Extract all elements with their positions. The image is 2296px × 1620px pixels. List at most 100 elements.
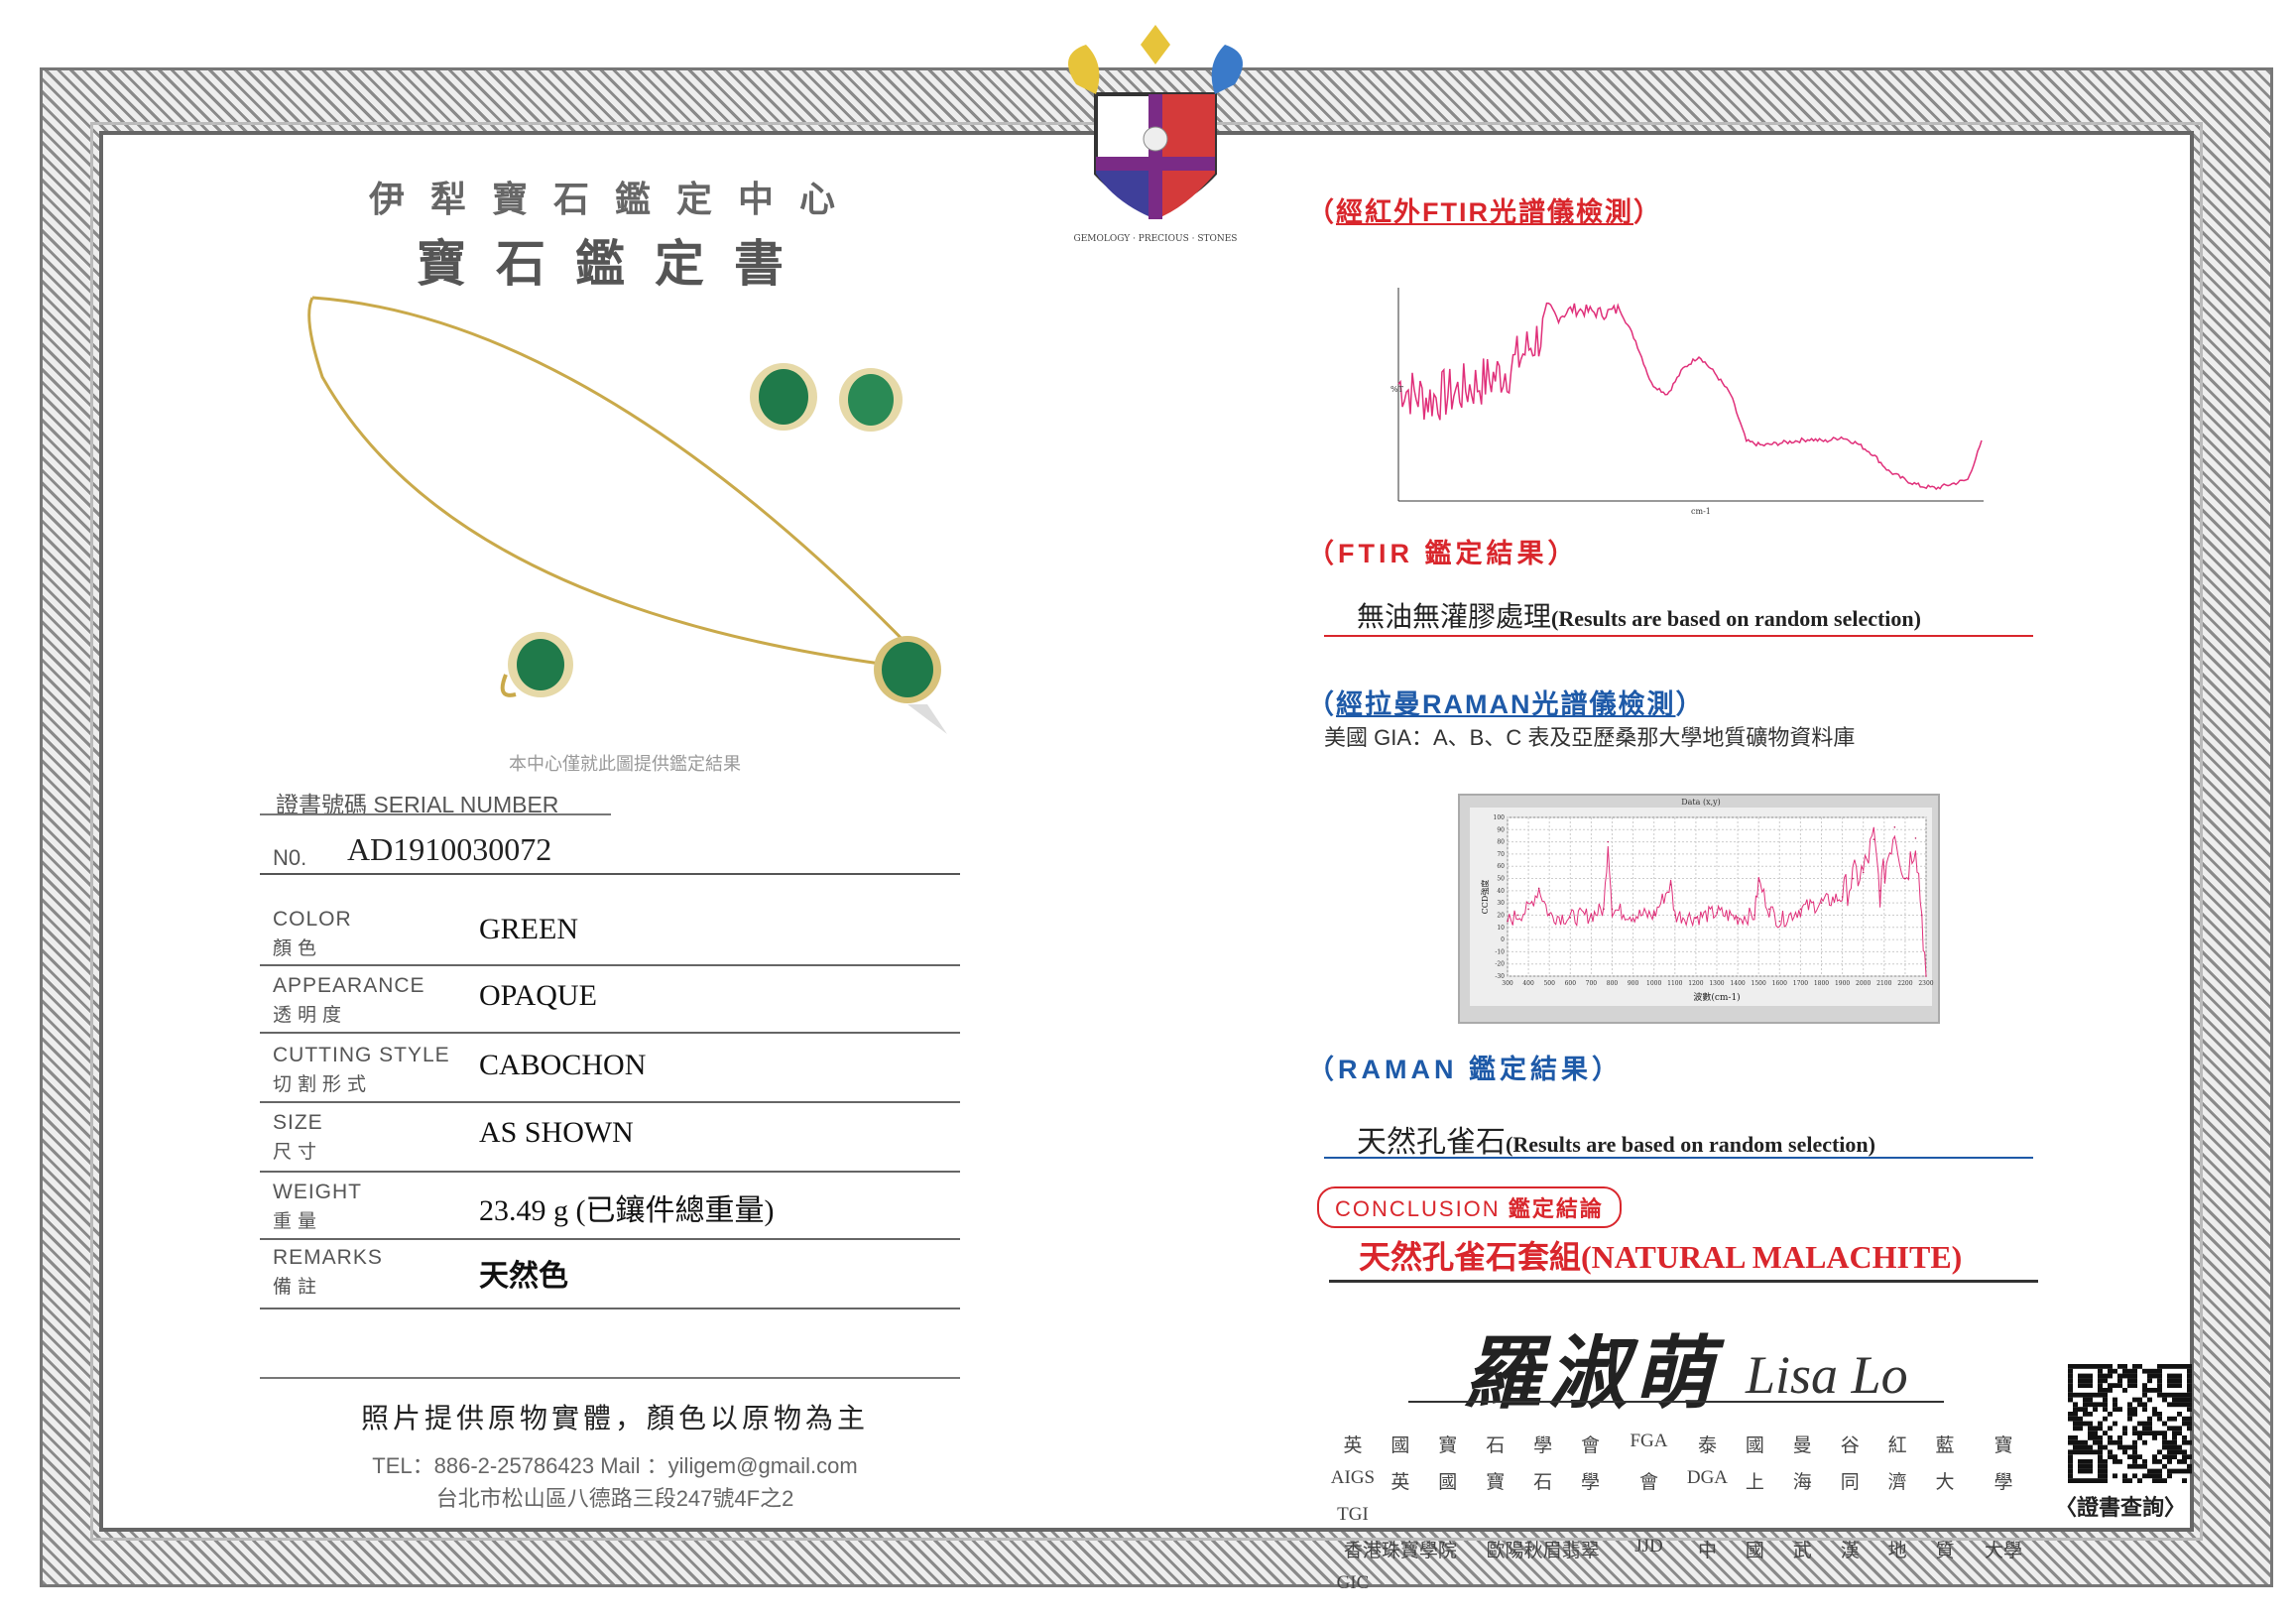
qr-module bbox=[2098, 1439, 2103, 1445]
qr-module bbox=[2187, 1402, 2192, 1408]
divider bbox=[260, 1032, 960, 1034]
qr-module bbox=[2137, 1421, 2142, 1427]
x-tick-label: 1900 bbox=[1835, 980, 1850, 987]
divider bbox=[260, 1308, 960, 1309]
qr-module bbox=[2098, 1426, 2103, 1432]
qr-module bbox=[2098, 1459, 2103, 1464]
qr-module bbox=[2137, 1435, 2142, 1440]
qr-module bbox=[2098, 1368, 2103, 1374]
qr-module bbox=[2157, 1412, 2162, 1417]
x-tick-label: 1800 bbox=[1814, 980, 1829, 987]
institution-cell: 會 bbox=[1638, 1472, 1658, 1493]
institution-cell: 曼 bbox=[1792, 1435, 1812, 1456]
institution-cell: FGA bbox=[1630, 1431, 1668, 1451]
qr-code[interactable] bbox=[2068, 1364, 2192, 1483]
qr-module bbox=[2132, 1378, 2137, 1384]
institution-cell: 英 bbox=[1343, 1435, 1363, 1456]
raman-data-point bbox=[1569, 917, 1572, 919]
qr-module bbox=[2142, 1426, 2147, 1432]
qr-module bbox=[2177, 1468, 2182, 1474]
qr-module bbox=[2147, 1388, 2152, 1393]
qr-module bbox=[2182, 1468, 2187, 1474]
qr-module bbox=[2127, 1412, 2132, 1417]
qr-module bbox=[2103, 1373, 2108, 1379]
qr-module bbox=[2167, 1473, 2172, 1479]
qr-module bbox=[2083, 1397, 2088, 1403]
x-tick-label: 500 bbox=[1543, 980, 1555, 987]
qr-module bbox=[2078, 1383, 2083, 1388]
ftir-spectrum-chart: %T cm-1 bbox=[1390, 288, 1984, 516]
institution-cell: 寶 bbox=[1994, 1435, 2013, 1456]
qr-module bbox=[2117, 1364, 2122, 1369]
qr-module bbox=[2122, 1373, 2127, 1379]
qr-module bbox=[2137, 1402, 2142, 1408]
qr-module bbox=[2093, 1449, 2098, 1455]
raman-data-point bbox=[1820, 902, 1823, 904]
qr-module bbox=[2073, 1416, 2078, 1422]
qr-module bbox=[2108, 1454, 2113, 1459]
qr-module bbox=[2117, 1459, 2122, 1464]
raman-series-line bbox=[1507, 826, 1927, 977]
qr-module bbox=[2172, 1431, 2177, 1435]
qr-caption: 〈證書查詢〉 bbox=[2055, 1495, 2187, 1520]
qr-module bbox=[2177, 1402, 2182, 1408]
qr-module bbox=[2068, 1373, 2073, 1379]
x-tick-label: 2200 bbox=[1897, 980, 1912, 987]
qr-module bbox=[2098, 1435, 2103, 1440]
qr-module bbox=[2113, 1454, 2117, 1459]
qr-module bbox=[2162, 1431, 2167, 1435]
institution-cell: 大學 bbox=[1984, 1541, 2022, 1561]
qr-module bbox=[2142, 1383, 2147, 1388]
property-label-en: APPEARANCE bbox=[273, 974, 425, 997]
y-tick-label: 60 bbox=[1497, 863, 1505, 870]
qr-module bbox=[2068, 1412, 2073, 1417]
qr-module bbox=[2177, 1431, 2182, 1435]
qr-module bbox=[2177, 1426, 2182, 1432]
qr-module bbox=[2108, 1435, 2113, 1440]
crest-logo: GEMOLOGY · PRECIOUS · STONES bbox=[1068, 25, 1243, 244]
qr-module bbox=[2093, 1431, 2098, 1435]
institution-cell: 武 bbox=[1792, 1541, 1812, 1561]
property-label-zh: 透明度 bbox=[273, 1005, 348, 1026]
institution-cell: AIGS bbox=[1330, 1467, 1376, 1488]
qr-module bbox=[2187, 1364, 2192, 1369]
qr-module bbox=[2088, 1468, 2093, 1474]
qr-module bbox=[2152, 1478, 2157, 1483]
qr-module bbox=[2108, 1412, 2113, 1417]
qr-module bbox=[2103, 1431, 2108, 1435]
qr-module bbox=[2162, 1454, 2167, 1459]
qr-module bbox=[2068, 1416, 2073, 1422]
qr-module bbox=[2177, 1444, 2182, 1450]
property-value: CABOCHON bbox=[479, 1049, 647, 1081]
qr-module bbox=[2172, 1373, 2177, 1379]
qr-module bbox=[2083, 1378, 2088, 1384]
qr-module bbox=[2068, 1392, 2073, 1398]
qr-module bbox=[2127, 1373, 2132, 1379]
divider bbox=[260, 1238, 960, 1240]
qr-module bbox=[2157, 1449, 2162, 1455]
y-tick-label: 10 bbox=[1497, 925, 1505, 932]
x-tick-label: 1000 bbox=[1646, 980, 1661, 987]
qr-module bbox=[2098, 1364, 2103, 1369]
raman-subtitle: 美國 GIA：A、B、C 表及亞歷桑那大學地質礦物資料庫 bbox=[1324, 725, 1856, 750]
institution-cell: 上 bbox=[1745, 1472, 1764, 1493]
institution-cell: 學 bbox=[1581, 1472, 1601, 1493]
raman-data-point bbox=[1799, 908, 1802, 911]
qr-module bbox=[2093, 1426, 2098, 1432]
qr-module bbox=[2122, 1473, 2127, 1479]
qr-module bbox=[2127, 1383, 2132, 1388]
raman-result-title: （RAMAN 鑑定結果） bbox=[1307, 1055, 1623, 1084]
property-label-en: REMARKS bbox=[273, 1246, 383, 1269]
qr-module bbox=[2088, 1459, 2093, 1464]
institution-cell: 國 bbox=[1745, 1541, 1764, 1561]
qr-module bbox=[2068, 1449, 2073, 1455]
qr-module bbox=[2068, 1459, 2073, 1464]
qr-module bbox=[2162, 1421, 2167, 1427]
qr-module bbox=[2152, 1431, 2157, 1435]
qr-module bbox=[2113, 1407, 2117, 1412]
qr-module bbox=[2157, 1473, 2162, 1479]
jewelry-photo bbox=[307, 296, 947, 734]
qr-module bbox=[2137, 1463, 2142, 1469]
divider bbox=[1324, 635, 2033, 637]
qr-module bbox=[2088, 1392, 2093, 1398]
